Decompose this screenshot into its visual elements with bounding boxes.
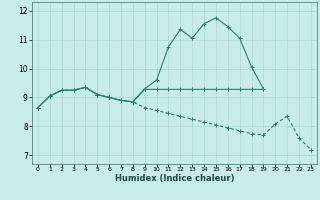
X-axis label: Humidex (Indice chaleur): Humidex (Indice chaleur) <box>115 174 234 183</box>
